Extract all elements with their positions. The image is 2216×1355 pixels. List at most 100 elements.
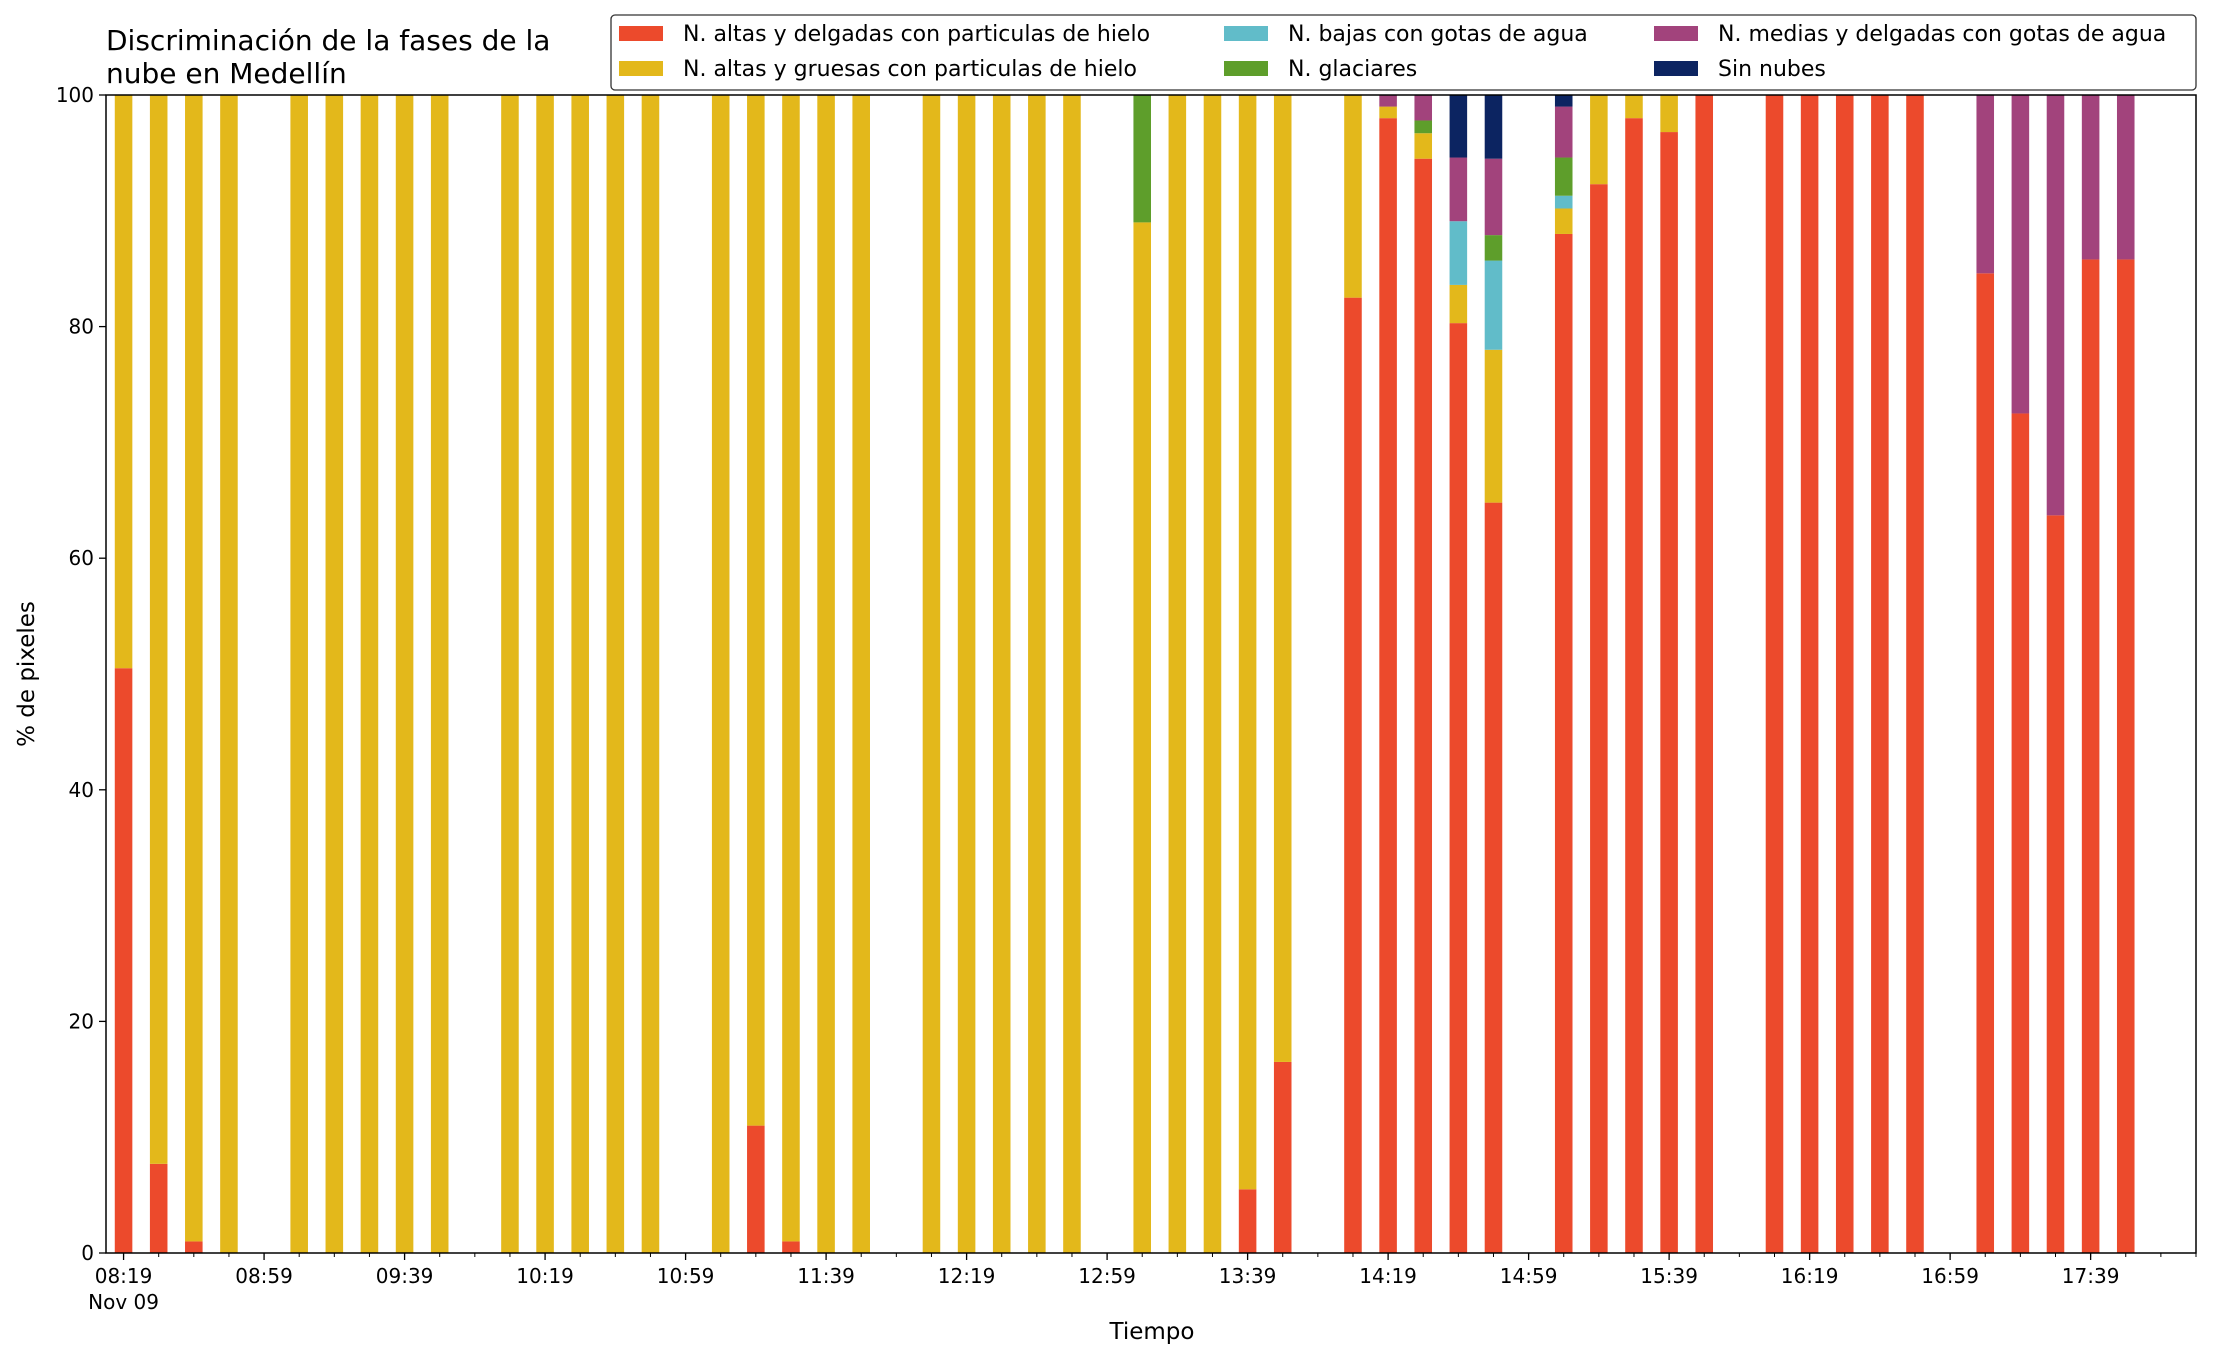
bar-segment-0909-s1 — [290, 95, 308, 1253]
bar-segment-1609-s0 — [1765, 95, 1784, 1253]
y-axis: 0 20 40 60 80 100 — [56, 83, 106, 1265]
bar-segment-1439-s1 — [1449, 284, 1468, 324]
legend-label: N. medias y delgadas con gotas de agua — [1718, 22, 2166, 47]
bar-segment-1129-s0 — [782, 1241, 800, 1253]
bar-segment-1509-s4 — [1554, 106, 1573, 158]
x-tick-label: 09:39 — [376, 1264, 434, 1288]
bar-segment-1749-s0 — [2116, 259, 2135, 1253]
bar-segment-1639-s0 — [1871, 95, 1889, 1253]
x-tick-label: 17:39 — [2062, 1264, 2120, 1288]
legend-label: N. altas y delgadas con particulas de hi… — [683, 22, 1150, 47]
bar-segment-1439-s2 — [1449, 221, 1468, 285]
x-tick-label: 14:59 — [1500, 1264, 1558, 1288]
bar-segment-1509-s5 — [1554, 95, 1573, 107]
bar-segment-1549-s0 — [1695, 95, 1714, 1253]
bar-segment-0949-s1 — [430, 95, 449, 1253]
bar-segment-0939-s1 — [395, 95, 414, 1253]
bar-segment-1349-s1 — [1273, 95, 1292, 1062]
bar-segment-1249-s1 — [1063, 95, 1081, 1253]
x-tick-label: 10:59 — [657, 1264, 715, 1288]
bar-segment-1209-s1 — [922, 95, 941, 1253]
bar-segment-1629-s0 — [1835, 95, 1854, 1253]
x-tick-label: 12:19 — [938, 1264, 996, 1288]
bar-segment-0819-s1 — [114, 95, 133, 669]
bar-segment-1729-s4 — [2046, 95, 2065, 516]
bar-segment-1439-s4 — [1449, 157, 1468, 222]
bar-segment-0929-s1 — [360, 95, 379, 1253]
x-tick-label: 14:19 — [1359, 1264, 1417, 1288]
bar-segment-1449-s1 — [1484, 349, 1503, 503]
y-tick-label: 80 — [69, 315, 94, 339]
bar-segment-1309-s1 — [1133, 222, 1151, 1253]
legend-swatch — [619, 61, 663, 76]
legend-box — [610, 14, 2197, 91]
y-axis-label: % de pixeles — [14, 601, 40, 747]
legend-swatch — [1654, 61, 1698, 76]
bar-segment-1439-s5 — [1449, 95, 1468, 158]
bar-segment-1519-s1 — [1590, 95, 1608, 185]
y-tick-label: 100 — [56, 83, 94, 107]
bar-segment-1749-s4 — [2116, 95, 2135, 260]
bar-segment-1339-s1 — [1238, 95, 1257, 1190]
chart-title: Discriminación de la fases de la nube en … — [106, 24, 550, 90]
bar-segment-1739-s4 — [2081, 95, 2100, 260]
bar-segment-1439-s0 — [1449, 323, 1468, 1253]
x-tick-label: 08:59 — [235, 1264, 293, 1288]
bar-segment-1719-s4 — [2011, 95, 2030, 414]
bar-segment-1509-s0 — [1554, 233, 1573, 1253]
x-tick-label: 13:39 — [1219, 1264, 1277, 1288]
bar-segment-1119-s0 — [747, 1125, 765, 1253]
bar-segment-1449-s2 — [1484, 260, 1503, 350]
bar-segment-1409-s0 — [1344, 297, 1362, 1253]
bar-segment-1419-s1 — [1379, 106, 1397, 119]
bar-segment-1039-s1 — [606, 95, 625, 1253]
bar-segment-1709-s0 — [1976, 273, 1995, 1254]
x-tick-sublabel: Nov 09 — [88, 1290, 159, 1314]
bar-segment-1449-s4 — [1484, 158, 1503, 236]
bar-segment-1219-s1 — [957, 95, 976, 1253]
x-tick-label: 12:59 — [1078, 1264, 1136, 1288]
bar-segment-1619-s0 — [1800, 95, 1819, 1253]
bar-segment-1149-s1 — [852, 95, 870, 1253]
bar-segment-1509-s1 — [1554, 208, 1573, 234]
bar-segment-1329-s1 — [1203, 95, 1222, 1253]
bar-segment-1729-s0 — [2046, 515, 2065, 1253]
y-tick-label: 40 — [69, 778, 94, 802]
legend-swatch — [1224, 61, 1268, 76]
bars-layer — [114, 95, 2135, 1254]
legend-swatch — [1224, 26, 1268, 41]
bar-segment-1739-s0 — [2081, 259, 2100, 1253]
bar-segment-1339-s0 — [1238, 1189, 1257, 1253]
chart-title-text: Discriminación de la fases de la nube en … — [106, 24, 550, 90]
bar-segment-1429-s0 — [1414, 158, 1433, 1254]
bar-segment-0919-s1 — [325, 95, 344, 1253]
bar-segment-1449-s3 — [1484, 235, 1503, 261]
x-tick-label: 16:19 — [1781, 1264, 1839, 1288]
bar-segment-1649-s0 — [1906, 95, 1924, 1253]
bar-segment-1239-s1 — [1028, 95, 1046, 1253]
bar-segment-1509-s3 — [1554, 157, 1573, 196]
bar-segment-0839-s0 — [185, 1241, 203, 1253]
bar-segment-1419-s4 — [1379, 95, 1397, 107]
x-tick-label: 15:39 — [1640, 1264, 1698, 1288]
bar-segment-1709-s4 — [1976, 95, 1995, 274]
bar-segment-1429-s1 — [1414, 133, 1433, 159]
bar-segment-1119-s1 — [747, 95, 765, 1126]
legend-label: Sin nubes — [1718, 57, 1826, 82]
bar-segment-1529-s0 — [1625, 118, 1643, 1253]
bar-segment-1509-s2 — [1554, 195, 1573, 209]
bar-segment-1539-s0 — [1660, 132, 1678, 1253]
bar-segment-1139-s1 — [817, 95, 835, 1253]
bar-segment-1049-s1 — [641, 95, 660, 1253]
x-axis-label: Tiempo — [1109, 1319, 1195, 1345]
bar-segment-1529-s1 — [1625, 95, 1643, 119]
bar-segment-1129-s1 — [782, 95, 800, 1242]
bar-segment-1519-s0 — [1590, 184, 1608, 1253]
bar-segment-1349-s0 — [1273, 1061, 1292, 1253]
legend-swatch — [1654, 26, 1698, 41]
x-tick-label: 08:19 — [95, 1264, 153, 1288]
bar-segment-1409-s1 — [1344, 95, 1362, 298]
legend-label: N. glaciares — [1288, 57, 1417, 82]
bar-segment-0829-s0 — [149, 1163, 168, 1253]
